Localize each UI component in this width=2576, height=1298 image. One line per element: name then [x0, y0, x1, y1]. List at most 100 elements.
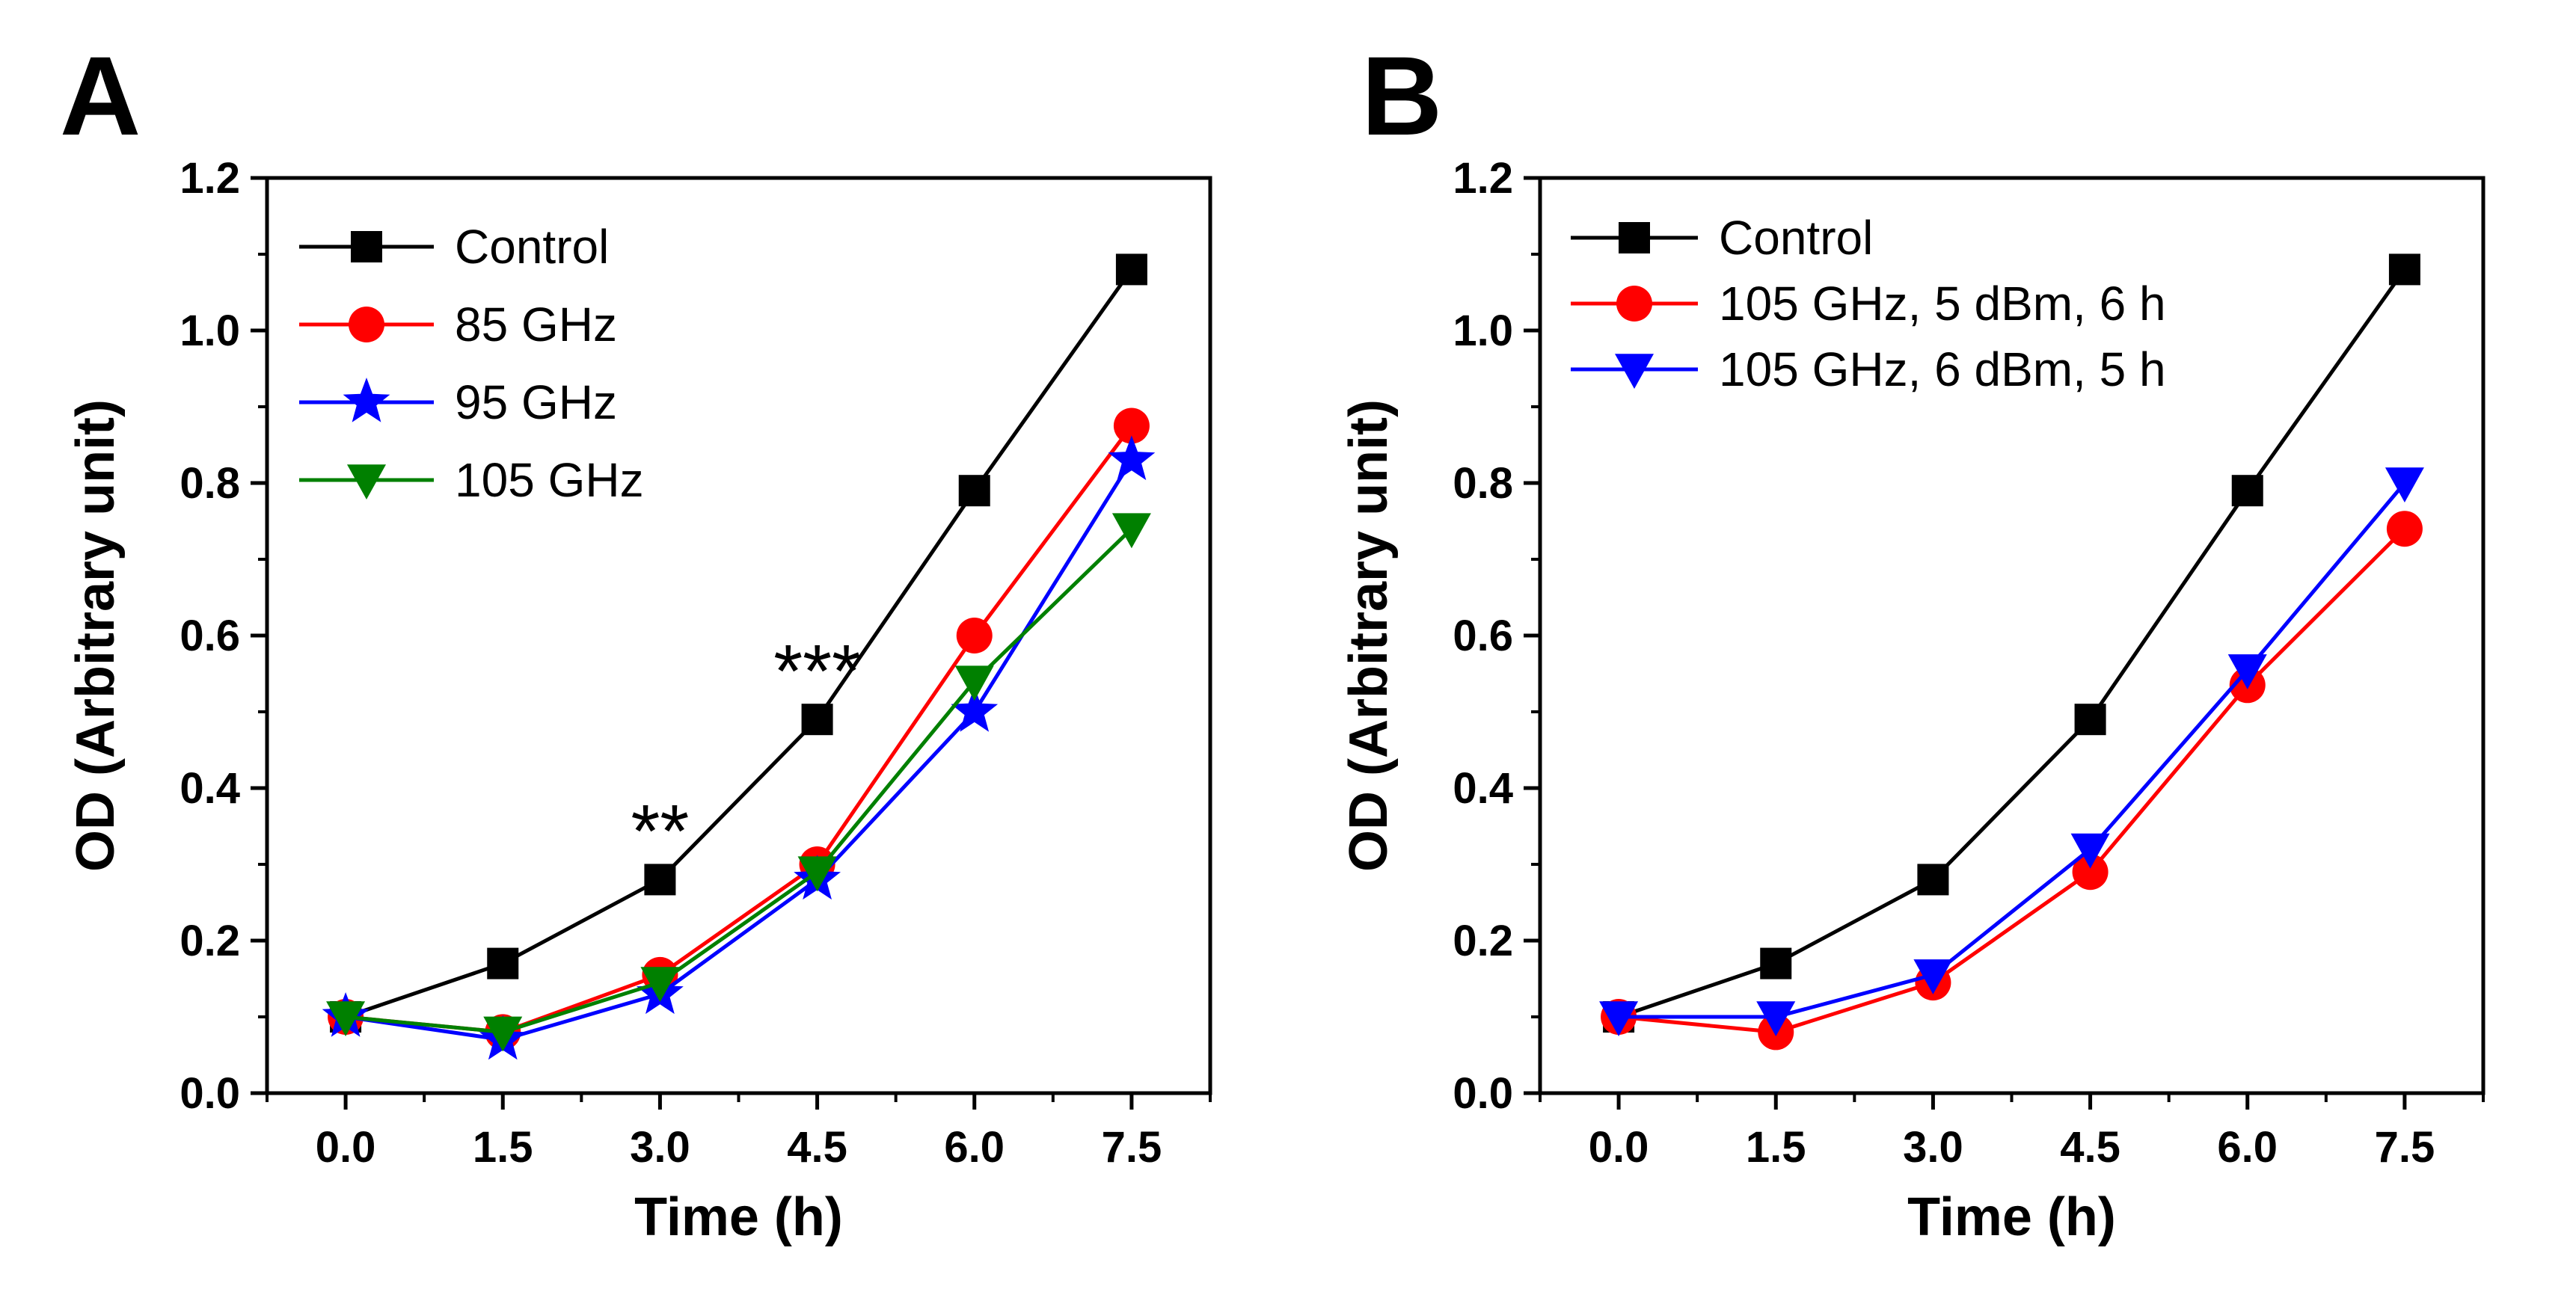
series-control: [330, 253, 1147, 1033]
series-line: [1618, 527, 2406, 1034]
data-point: [1913, 959, 1953, 994]
x-tick-label: 6.0: [2217, 1123, 2278, 1172]
data-point: [1599, 1001, 1639, 1036]
data-point: [326, 1001, 366, 1036]
data-point: [1917, 864, 1949, 896]
legend-marker: [1616, 286, 1652, 322]
x-tick-label: 0.0: [1589, 1123, 1649, 1172]
data-point: [483, 1016, 523, 1052]
y-tick-label: 1.0: [180, 307, 240, 355]
x-tick-label: 4.5: [2060, 1123, 2120, 1172]
y-tick-label: 0.2: [180, 917, 240, 965]
data-point: [2385, 467, 2424, 502]
legend-item: 85 GHz: [299, 298, 617, 351]
legend: Control 85 GHz 95 GHz 105 GHz: [299, 220, 644, 507]
y-tick-label: 1.2: [1453, 154, 1513, 203]
series-line: [345, 459, 1134, 1042]
x-tick-label: 0.0: [316, 1123, 376, 1172]
data-point: [2386, 511, 2423, 547]
panel-label: A: [60, 33, 141, 159]
series-line: [345, 527, 1133, 1034]
legend-item: 105 GHz: [299, 453, 644, 507]
series-85-ghz: [328, 407, 1150, 1051]
y-tick-label: 1.0: [1453, 307, 1513, 355]
x-tick-label: 6.0: [944, 1123, 1005, 1172]
data-point: [1111, 513, 1151, 549]
x-tick-label: 1.5: [473, 1123, 533, 1172]
significance-annotation: ***: [773, 630, 861, 713]
data-point: [2388, 253, 2420, 286]
data-point: [1108, 435, 1156, 481]
data-point: [956, 618, 993, 653]
data-point: [640, 967, 680, 1003]
data-point: [487, 947, 519, 979]
legend-label: Control: [455, 220, 609, 274]
y-tick-label: 0.0: [1453, 1069, 1513, 1118]
y-axis-title: OD (Arbitrary unit): [1339, 399, 1399, 872]
legend-marker: [343, 378, 390, 422]
x-axis-title: Time (h): [634, 1187, 843, 1247]
series-control: [1603, 253, 2420, 1033]
x-tick-label: 7.5: [2375, 1123, 2435, 1172]
data-point: [954, 665, 994, 701]
x-tick-label: 7.5: [1102, 1123, 1162, 1172]
data-point: [1113, 407, 1150, 444]
series-line: [1619, 482, 2406, 1019]
data-point: [1760, 947, 1792, 979]
legend-label: 85 GHz: [455, 298, 617, 351]
legend-label: Control: [1719, 211, 1873, 265]
panel-label: B: [1361, 33, 1442, 159]
legend-marker: [1619, 222, 1650, 253]
data-point: [1115, 253, 1147, 286]
significance-annotation: **: [631, 790, 689, 873]
series-line: [345, 425, 1133, 1034]
y-tick-label: 0.8: [1453, 459, 1513, 508]
y-axis-title: OD (Arbitrary unit): [66, 399, 126, 872]
data-point: [2070, 833, 2110, 869]
data-point: [797, 856, 837, 892]
y-tick-label: 0.6: [180, 612, 240, 660]
series-line: [1618, 268, 2406, 1019]
legend-marker: [351, 231, 382, 262]
panel-b: B 0.0 0.2 0.4 0.6 0.8 1.0 1.2 0.0 1.5 3.0 4.5 6.0 7.5…: [1339, 33, 2485, 1247]
data-point: [644, 864, 676, 896]
series-line: [345, 268, 1133, 1019]
legend: Control 105 GHz, 5 dBm, 6 h 105 GHz, 6 dBm…: [1571, 211, 2166, 396]
legend-marker: [347, 464, 386, 499]
y-tick-label: 0.8: [180, 459, 240, 508]
plot-frame: [265, 176, 1212, 1095]
legend-item: Control: [1571, 211, 1873, 265]
y-tick-label: 0.4: [1453, 764, 1513, 813]
legend-marker: [1615, 354, 1654, 389]
legend-label: 105 GHz: [455, 453, 644, 507]
data-point: [801, 704, 833, 736]
y-tick-label: 0.6: [1453, 612, 1513, 660]
data-point: [2072, 854, 2109, 891]
legend-item: Control: [299, 220, 609, 274]
legend-marker: [349, 307, 384, 342]
series-105-ghz: [326, 513, 1151, 1052]
x-tick-label: 4.5: [787, 1123, 847, 1172]
x-axis-title: Time (h): [1907, 1187, 2116, 1247]
y-tick-label: 1.2: [180, 154, 240, 203]
data-point: [1756, 1001, 1796, 1036]
legend-item: 105 GHz, 6 dBm, 5 h: [1571, 342, 2166, 396]
data-point: [951, 687, 999, 732]
legend-label: 95 GHz: [455, 375, 617, 429]
x-tick-label: 1.5: [1746, 1123, 1806, 1172]
series-95-ghz: [322, 435, 1156, 1060]
legend-label: 105 GHz, 6 dBm, 5 h: [1719, 342, 2166, 396]
data-point: [2231, 475, 2263, 507]
x-tick-label: 3.0: [1903, 1123, 1963, 1172]
y-tick-label: 0.4: [180, 764, 240, 813]
series-105-ghz-6-dbm-5-h: [1599, 467, 2424, 1036]
x-tick-label: 3.0: [630, 1123, 690, 1172]
legend-item: 95 GHz: [299, 375, 617, 429]
y-tick-label: 0.0: [180, 1069, 240, 1118]
legend-item: 105 GHz, 5 dBm, 6 h: [1571, 277, 2166, 330]
data-point: [2227, 654, 2267, 689]
legend-label: 105 GHz, 5 dBm, 6 h: [1719, 277, 2166, 330]
data-point: [958, 475, 990, 507]
data-point: [2074, 704, 2106, 736]
